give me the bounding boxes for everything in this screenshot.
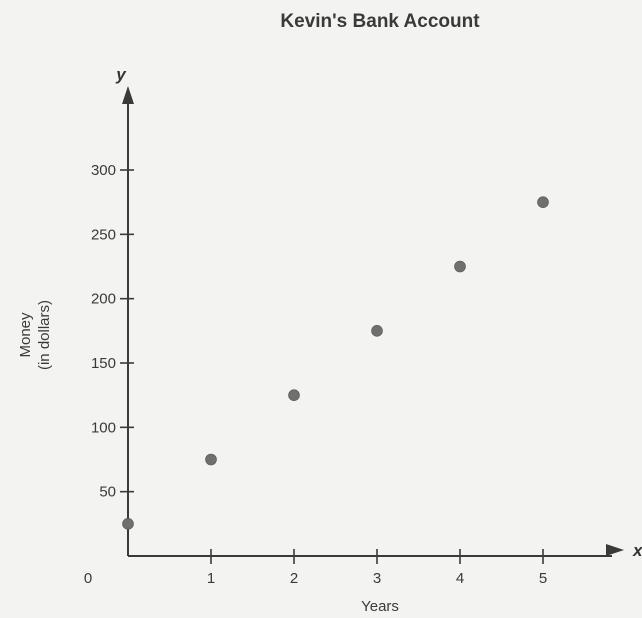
y-tick-label: 100 xyxy=(91,419,116,436)
y-tick-label: 300 xyxy=(91,162,116,179)
y-tick-label: 50 xyxy=(99,484,116,501)
x-axis-label: Years xyxy=(361,598,399,615)
y-tick-label: 150 xyxy=(91,355,116,372)
y-axis-label: Money (in dollars) xyxy=(17,300,53,370)
x-tick-label: 5 xyxy=(539,570,547,587)
y-ticks: 50 100 150 200 250 300 xyxy=(91,162,134,501)
data-point xyxy=(371,325,383,337)
x-tick-label: 4 xyxy=(456,570,464,587)
y-tick-label: 250 xyxy=(91,226,116,243)
y-axis-arrow xyxy=(122,86,134,104)
y-axis-label-line2: (in dollars) xyxy=(36,300,53,370)
x-ticks: 1 2 3 4 5 xyxy=(207,549,547,587)
x-tick-label: 3 xyxy=(373,570,381,587)
x-tick-label: 1 xyxy=(207,570,215,587)
data-point xyxy=(454,260,466,273)
y-tick-label: 200 xyxy=(91,291,116,308)
y-axis-letter: y xyxy=(115,65,127,84)
y-axis-label-line1: Money xyxy=(17,312,34,358)
x-axis-arrow xyxy=(606,544,624,556)
data-point xyxy=(537,196,549,208)
chart-title: Kevin's Bank Account xyxy=(280,11,480,32)
data-point xyxy=(122,518,134,530)
x-tick-label: 2 xyxy=(290,570,298,587)
origin-label: 0 xyxy=(84,570,92,587)
data-points xyxy=(122,196,549,530)
x-axis-letter: x xyxy=(632,541,642,560)
data-point xyxy=(288,389,300,401)
data-point xyxy=(205,453,217,466)
